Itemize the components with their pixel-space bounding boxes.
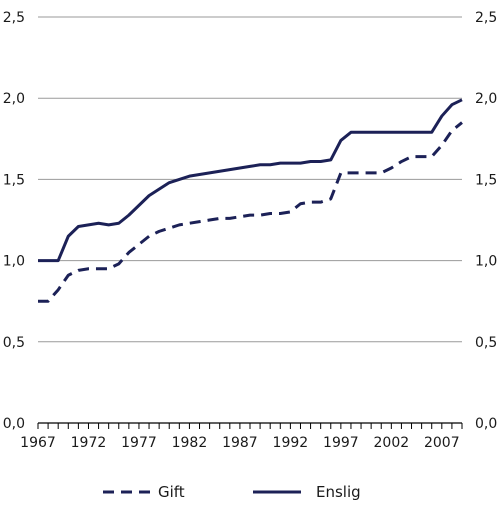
y-tick-label: 1,0 <box>475 254 497 270</box>
y-tick-label: 0,5 <box>3 335 25 351</box>
y-tick-label: 1,5 <box>475 172 497 188</box>
y-axis-right-labels: 0,0 0,5 1,0 1,5 2,0 2,5 <box>475 10 497 432</box>
y-tick-label: 1,5 <box>3 172 25 188</box>
x-tick-label: 1992 <box>273 435 309 451</box>
legend: Gift Enslig <box>103 483 361 501</box>
y-tick-label: 2,5 <box>3 10 25 26</box>
legend-label-enslig: Enslig <box>316 483 361 501</box>
x-tick-label: 2002 <box>374 435 410 451</box>
grid-lines <box>38 16 462 343</box>
x-tick-label: 1972 <box>71 435 107 451</box>
y-tick-label: 0,0 <box>475 416 497 432</box>
y-tick-label: 2,0 <box>3 91 25 107</box>
x-axis-labels: 1967 1972 1977 1982 1987 1992 1997 2002 2007 <box>20 435 459 451</box>
x-tick-label: 1997 <box>323 435 359 451</box>
y-tick-label: 2,0 <box>475 91 497 107</box>
series-lines <box>38 98 463 303</box>
y-tick-label: 0,0 <box>3 416 25 432</box>
x-tick-label: 2007 <box>424 435 460 451</box>
y-tick-label: 2,5 <box>475 10 497 26</box>
x-tick-label: 1987 <box>222 435 258 451</box>
x-tick-label: 1967 <box>20 435 56 451</box>
y-tick-label: 0,5 <box>475 335 497 351</box>
axes <box>37 422 463 429</box>
y-axis-left-labels: 0,0 0,5 1,0 1,5 2,0 2,5 <box>3 10 25 432</box>
x-tick-label: 1982 <box>172 435 208 451</box>
y-tick-label: 1,0 <box>3 254 25 270</box>
series-line-enslig <box>38 98 463 263</box>
x-tick-label: 1977 <box>121 435 157 451</box>
series-line-gift <box>38 121 463 303</box>
legend-label-gift: Gift <box>158 483 185 501</box>
